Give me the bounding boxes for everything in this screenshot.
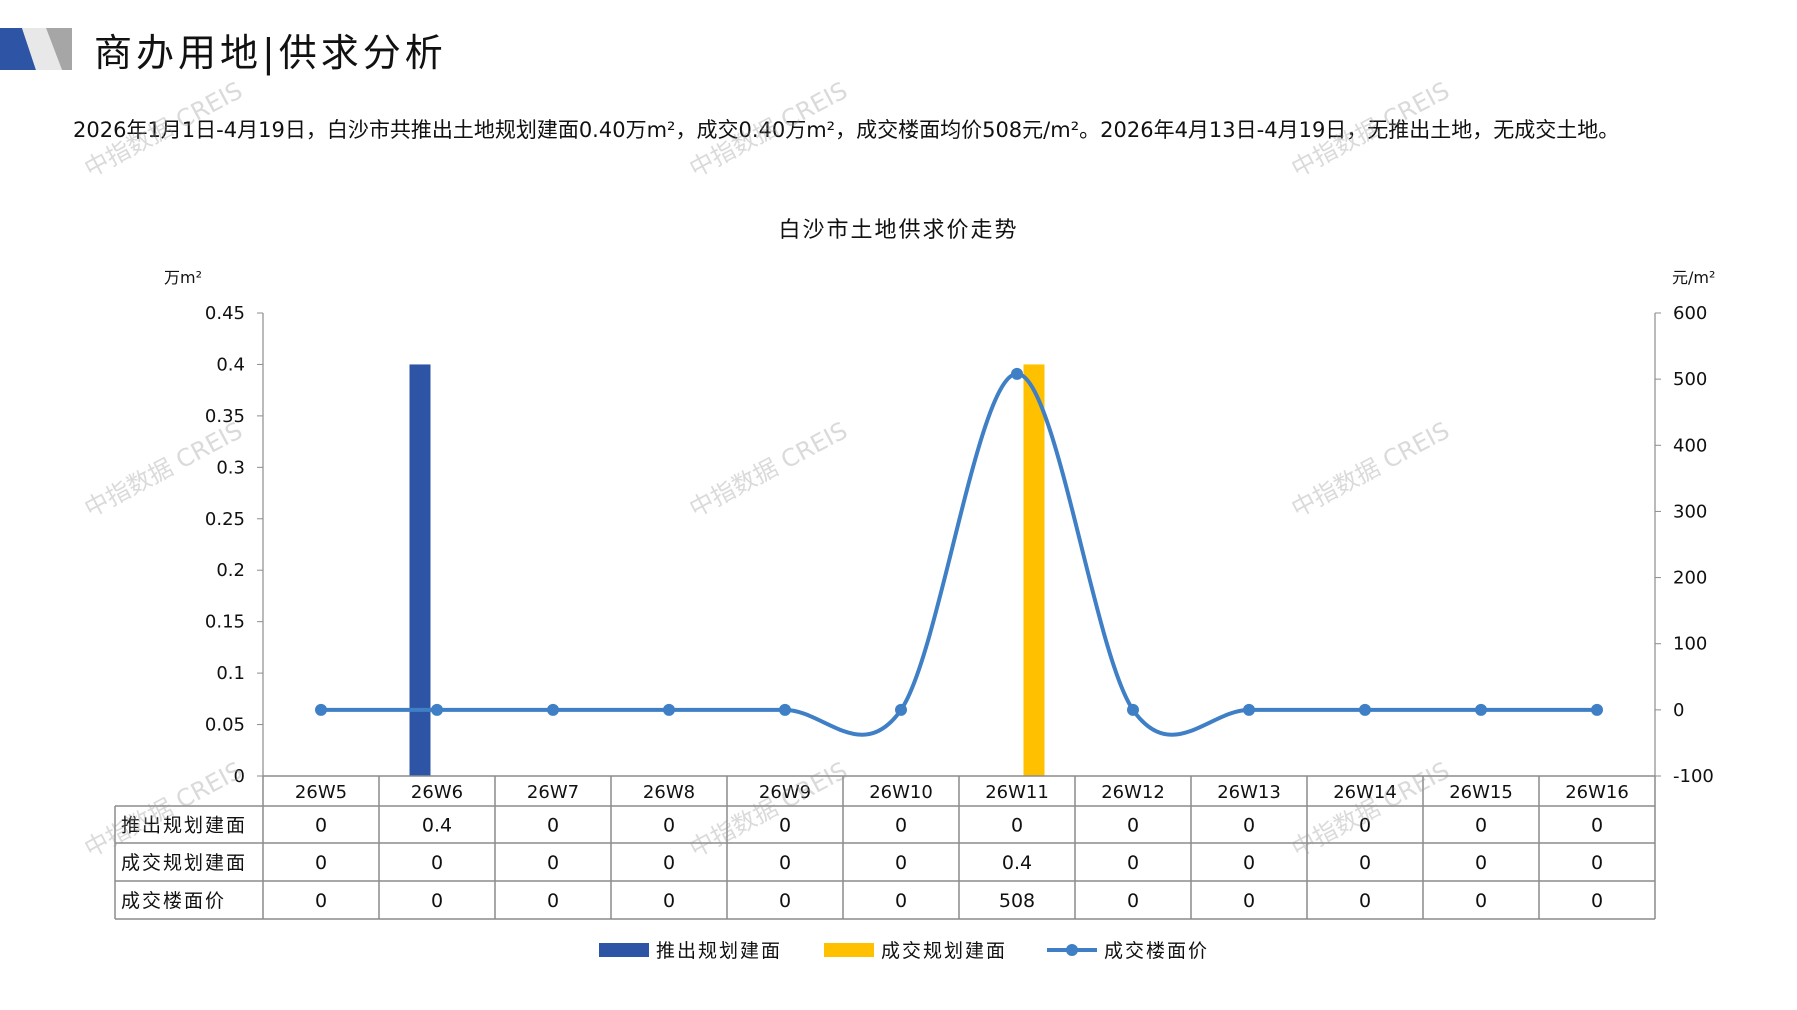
table-cell: 0 bbox=[1475, 890, 1487, 912]
right-tick-label: 500 bbox=[1673, 369, 1707, 390]
line-point bbox=[1359, 703, 1371, 716]
right-tick-label: 600 bbox=[1673, 303, 1707, 324]
right-tick-label: 200 bbox=[1673, 568, 1707, 589]
line-point bbox=[547, 703, 559, 716]
category-label: 26W13 bbox=[1217, 782, 1281, 803]
table-cell: 0 bbox=[1127, 852, 1139, 874]
table-cell: 0 bbox=[1591, 815, 1603, 837]
line-point bbox=[1591, 703, 1603, 716]
left-tick-label: 0.3 bbox=[216, 457, 245, 478]
table-cell: 0 bbox=[1011, 815, 1023, 837]
table-cell: 0 bbox=[1243, 815, 1255, 837]
bar-成交规划建面 bbox=[1023, 364, 1045, 776]
table-cell: 0 bbox=[663, 852, 675, 874]
right-tick-label: 300 bbox=[1673, 501, 1707, 522]
summary-text: 2026年1月1日-4月19日，白沙市共推出土地规划建面0.40万m²，成交0.… bbox=[73, 118, 1620, 142]
table-cell: 0 bbox=[547, 890, 559, 912]
left-axis-unit: 万m² bbox=[164, 268, 203, 287]
table-cell: 0 bbox=[663, 890, 675, 912]
table-cell: 0 bbox=[547, 815, 559, 837]
left-tick-label: 0.4 bbox=[216, 354, 245, 375]
category-label: 26W7 bbox=[527, 782, 579, 803]
table-cell: 0 bbox=[1591, 890, 1603, 912]
table-row-label: 成交楼面价 bbox=[121, 890, 226, 912]
line-point bbox=[431, 703, 443, 716]
table-cell: 0 bbox=[315, 890, 327, 912]
category-label: 26W16 bbox=[1565, 782, 1629, 803]
table-row-label: 成交规划建面 bbox=[121, 852, 247, 874]
right-tick-label: 400 bbox=[1673, 435, 1707, 456]
line-point bbox=[779, 703, 791, 716]
table-cell: 0 bbox=[1127, 815, 1139, 837]
table-cell: 0 bbox=[547, 852, 559, 874]
table-cell: 0.4 bbox=[1002, 852, 1032, 874]
line-point bbox=[1243, 703, 1255, 716]
category-label: 26W10 bbox=[869, 782, 933, 803]
right-tick-label: 100 bbox=[1673, 634, 1707, 655]
table-cell: 0 bbox=[1359, 852, 1371, 874]
table-cell: 0 bbox=[779, 852, 791, 874]
legend-marker bbox=[1066, 944, 1078, 956]
table-cell: 0 bbox=[1591, 852, 1603, 874]
left-tick-label: 0.35 bbox=[205, 406, 245, 427]
left-tick-label: 0.25 bbox=[205, 509, 245, 530]
category-label: 26W8 bbox=[643, 782, 695, 803]
left-tick-label: 0.05 bbox=[205, 715, 245, 736]
legend-label: 成交规划建面 bbox=[881, 940, 1007, 962]
left-tick-label: 0 bbox=[234, 766, 245, 787]
legend-swatch bbox=[824, 943, 874, 957]
table-cell: 0 bbox=[1475, 852, 1487, 874]
category-label: 26W11 bbox=[985, 782, 1049, 803]
table-cell: 0 bbox=[431, 852, 443, 874]
table-cell: 0 bbox=[1359, 890, 1371, 912]
legend-label: 成交楼面价 bbox=[1104, 940, 1209, 962]
table-cell: 508 bbox=[999, 890, 1035, 912]
right-axis-unit: 元/m² bbox=[1672, 268, 1716, 287]
table-cell: 0 bbox=[779, 815, 791, 837]
line-成交楼面价 bbox=[321, 371, 1597, 737]
category-label: 26W12 bbox=[1101, 782, 1165, 803]
table-row-label: 推出规划建面 bbox=[121, 815, 247, 837]
category-label: 26W14 bbox=[1333, 782, 1397, 803]
table-cell: 0 bbox=[315, 815, 327, 837]
line-point bbox=[1475, 703, 1487, 716]
table-cell: 0 bbox=[431, 890, 443, 912]
table-cell: 0 bbox=[1127, 890, 1139, 912]
legend-swatch bbox=[599, 943, 649, 957]
table-cell: 0 bbox=[895, 852, 907, 874]
right-tick-label: -100 bbox=[1673, 766, 1714, 787]
table-cell: 0 bbox=[1243, 890, 1255, 912]
line-point bbox=[895, 703, 907, 716]
left-tick-label: 0.45 bbox=[205, 303, 245, 324]
right-tick-label: 0 bbox=[1673, 700, 1684, 721]
category-label: 26W9 bbox=[759, 782, 811, 803]
left-tick-label: 0.1 bbox=[216, 663, 245, 684]
table-cell: 0 bbox=[895, 815, 907, 837]
table-cell: 0 bbox=[1359, 815, 1371, 837]
header-logo bbox=[0, 28, 72, 70]
category-label: 26W6 bbox=[411, 782, 463, 803]
line-point bbox=[315, 703, 327, 716]
table-cell: 0 bbox=[315, 852, 327, 874]
line-point bbox=[663, 703, 675, 716]
logo-icon bbox=[0, 28, 72, 70]
line-point bbox=[1127, 703, 1139, 716]
table-cell: 0 bbox=[663, 815, 675, 837]
page-title: 商办用地|供求分析 bbox=[94, 31, 447, 75]
table-cell: 0.4 bbox=[422, 815, 452, 837]
line-point bbox=[1011, 367, 1023, 380]
category-label: 26W15 bbox=[1449, 782, 1513, 803]
table-cell: 0 bbox=[895, 890, 907, 912]
bar-推出规划建面 bbox=[409, 364, 431, 776]
table-cell: 0 bbox=[779, 890, 791, 912]
table-cell: 0 bbox=[1475, 815, 1487, 837]
left-tick-label: 0.2 bbox=[216, 560, 245, 581]
chart-title: 白沙市土地供求价走势 bbox=[778, 218, 1019, 243]
table-cell: 0 bbox=[1243, 852, 1255, 874]
legend-label: 推出规划建面 bbox=[656, 940, 782, 962]
left-tick-label: 0.15 bbox=[205, 612, 245, 633]
category-label: 26W5 bbox=[295, 782, 347, 803]
